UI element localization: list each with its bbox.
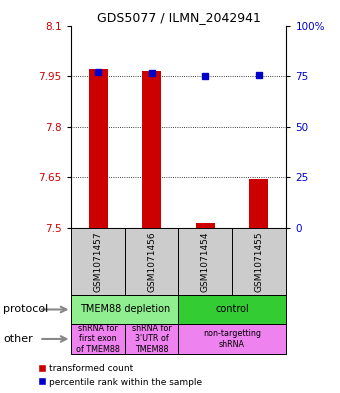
Text: TMEM88 depletion: TMEM88 depletion [80,305,170,314]
Bar [178,324,286,354]
Legend: transformed count, percentile rank within the sample: transformed count, percentile rank withi… [38,364,203,387]
Bar [71,324,125,354]
Bar [89,70,107,228]
Bar [125,324,178,354]
Text: GSM1071455: GSM1071455 [254,231,263,292]
Text: GSM1071456: GSM1071456 [147,231,156,292]
Text: shRNA for
3'UTR of
TMEM88: shRNA for 3'UTR of TMEM88 [132,324,172,354]
Bar [142,71,161,228]
Text: other: other [3,334,33,344]
Bar [178,295,286,324]
Text: shRNA for
first exon
of TMEM88: shRNA for first exon of TMEM88 [76,324,120,354]
Text: protocol: protocol [3,305,49,314]
Title: GDS5077 / ILMN_2042941: GDS5077 / ILMN_2042941 [97,11,260,24]
Text: GSM1071457: GSM1071457 [94,231,103,292]
Text: non-targetting
shRNA: non-targetting shRNA [203,329,261,349]
Bar [250,179,268,228]
Text: control: control [215,305,249,314]
Bar [71,295,178,324]
Bar [196,223,215,228]
Text: GSM1071454: GSM1071454 [201,231,210,292]
